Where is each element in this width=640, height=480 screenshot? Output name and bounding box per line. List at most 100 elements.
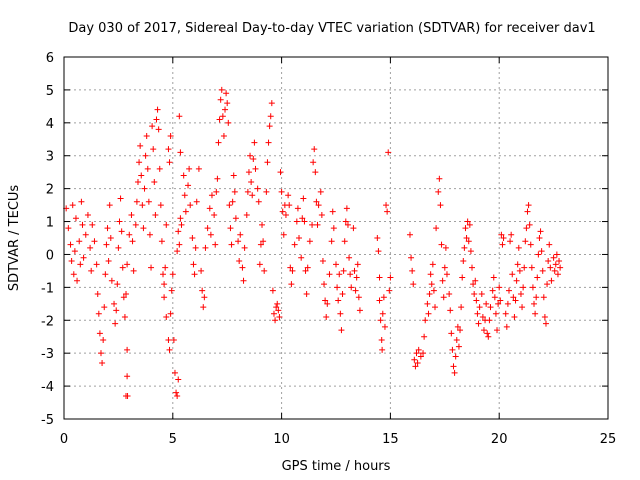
data-point — [474, 310, 481, 317]
data-point — [177, 149, 184, 156]
data-point — [409, 267, 416, 274]
data-point — [411, 356, 418, 363]
data-point — [505, 287, 512, 294]
data-point — [103, 241, 110, 248]
data-point — [466, 221, 473, 228]
data-point — [483, 300, 490, 307]
data-point — [430, 287, 437, 294]
data-point — [200, 304, 207, 311]
data-point — [251, 139, 258, 146]
data-point — [137, 142, 144, 149]
data-point — [478, 290, 485, 297]
data-point — [123, 290, 130, 297]
data-point — [532, 310, 539, 317]
data-point — [439, 277, 446, 284]
data-point — [459, 274, 466, 281]
data-point — [522, 238, 529, 245]
data-point — [167, 310, 174, 317]
data-point — [106, 202, 113, 209]
data-point — [167, 132, 174, 139]
data-point — [317, 188, 324, 195]
grid — [64, 57, 608, 419]
x-tick-label: 10 — [273, 432, 290, 447]
data-point — [536, 235, 543, 241]
data-point — [537, 228, 544, 235]
data-point — [494, 327, 501, 334]
data-point — [442, 244, 449, 251]
data-point — [497, 297, 504, 304]
data-point — [274, 300, 281, 307]
data-point — [273, 304, 280, 311]
data-point — [521, 264, 528, 271]
data-point — [335, 297, 342, 304]
data-point — [150, 146, 157, 153]
data-point — [65, 225, 72, 232]
data-point — [457, 327, 464, 334]
data-point — [156, 165, 163, 172]
x-tick-label: 25 — [600, 432, 617, 447]
data-point — [460, 258, 467, 265]
data-point — [544, 281, 551, 288]
data-point — [330, 225, 337, 232]
data-point — [226, 202, 233, 209]
data-point — [552, 261, 559, 268]
data-point — [133, 198, 140, 205]
data-point — [473, 297, 480, 304]
data-point — [406, 231, 413, 238]
data-point — [421, 333, 428, 340]
data-point — [492, 310, 499, 317]
data-point — [93, 261, 100, 268]
data-point — [114, 281, 121, 288]
data-point — [545, 258, 552, 265]
data-point — [157, 202, 164, 209]
data-point — [311, 146, 318, 153]
data-point — [455, 343, 462, 350]
data-point — [181, 192, 188, 199]
y-tick-label: -4 — [41, 380, 54, 395]
data-point — [264, 159, 271, 166]
data-point — [124, 373, 131, 380]
data-point — [149, 123, 156, 130]
y-tick-label: 6 — [46, 51, 54, 66]
data-point — [526, 221, 533, 228]
x-axis-label: GPS time / hours — [282, 459, 391, 474]
data-point — [124, 346, 131, 353]
data-point — [178, 221, 185, 228]
data-point — [321, 281, 328, 288]
data-point — [339, 290, 346, 297]
data-point — [556, 258, 563, 265]
y-tick-label: 4 — [46, 117, 54, 132]
data-point — [352, 287, 359, 294]
data-point — [78, 198, 85, 205]
x-tick-label: 15 — [382, 432, 399, 447]
data-point — [130, 267, 137, 274]
data-point — [161, 294, 168, 301]
y-tick-label: -2 — [41, 314, 54, 329]
data-point — [117, 195, 124, 202]
data-point — [141, 185, 148, 192]
data-point — [279, 208, 286, 215]
data-point — [538, 248, 545, 255]
data-point — [129, 238, 136, 245]
data-point — [190, 261, 197, 268]
data-point — [259, 221, 266, 228]
data-point — [104, 225, 111, 232]
data-point — [355, 294, 362, 301]
data-point — [100, 337, 107, 344]
data-point — [410, 281, 417, 288]
data-point — [118, 228, 125, 235]
data-point — [381, 323, 388, 330]
data-point — [112, 320, 119, 327]
data-point — [509, 271, 516, 278]
data-point — [462, 225, 469, 232]
data-point — [386, 287, 393, 294]
data-point — [142, 152, 149, 159]
data-point — [539, 267, 546, 274]
data-point — [356, 307, 363, 314]
data-point — [189, 235, 196, 241]
data-point — [524, 208, 531, 215]
data-point — [132, 221, 139, 228]
data-point — [158, 238, 165, 245]
data-point — [219, 113, 226, 120]
data-point — [441, 264, 448, 271]
